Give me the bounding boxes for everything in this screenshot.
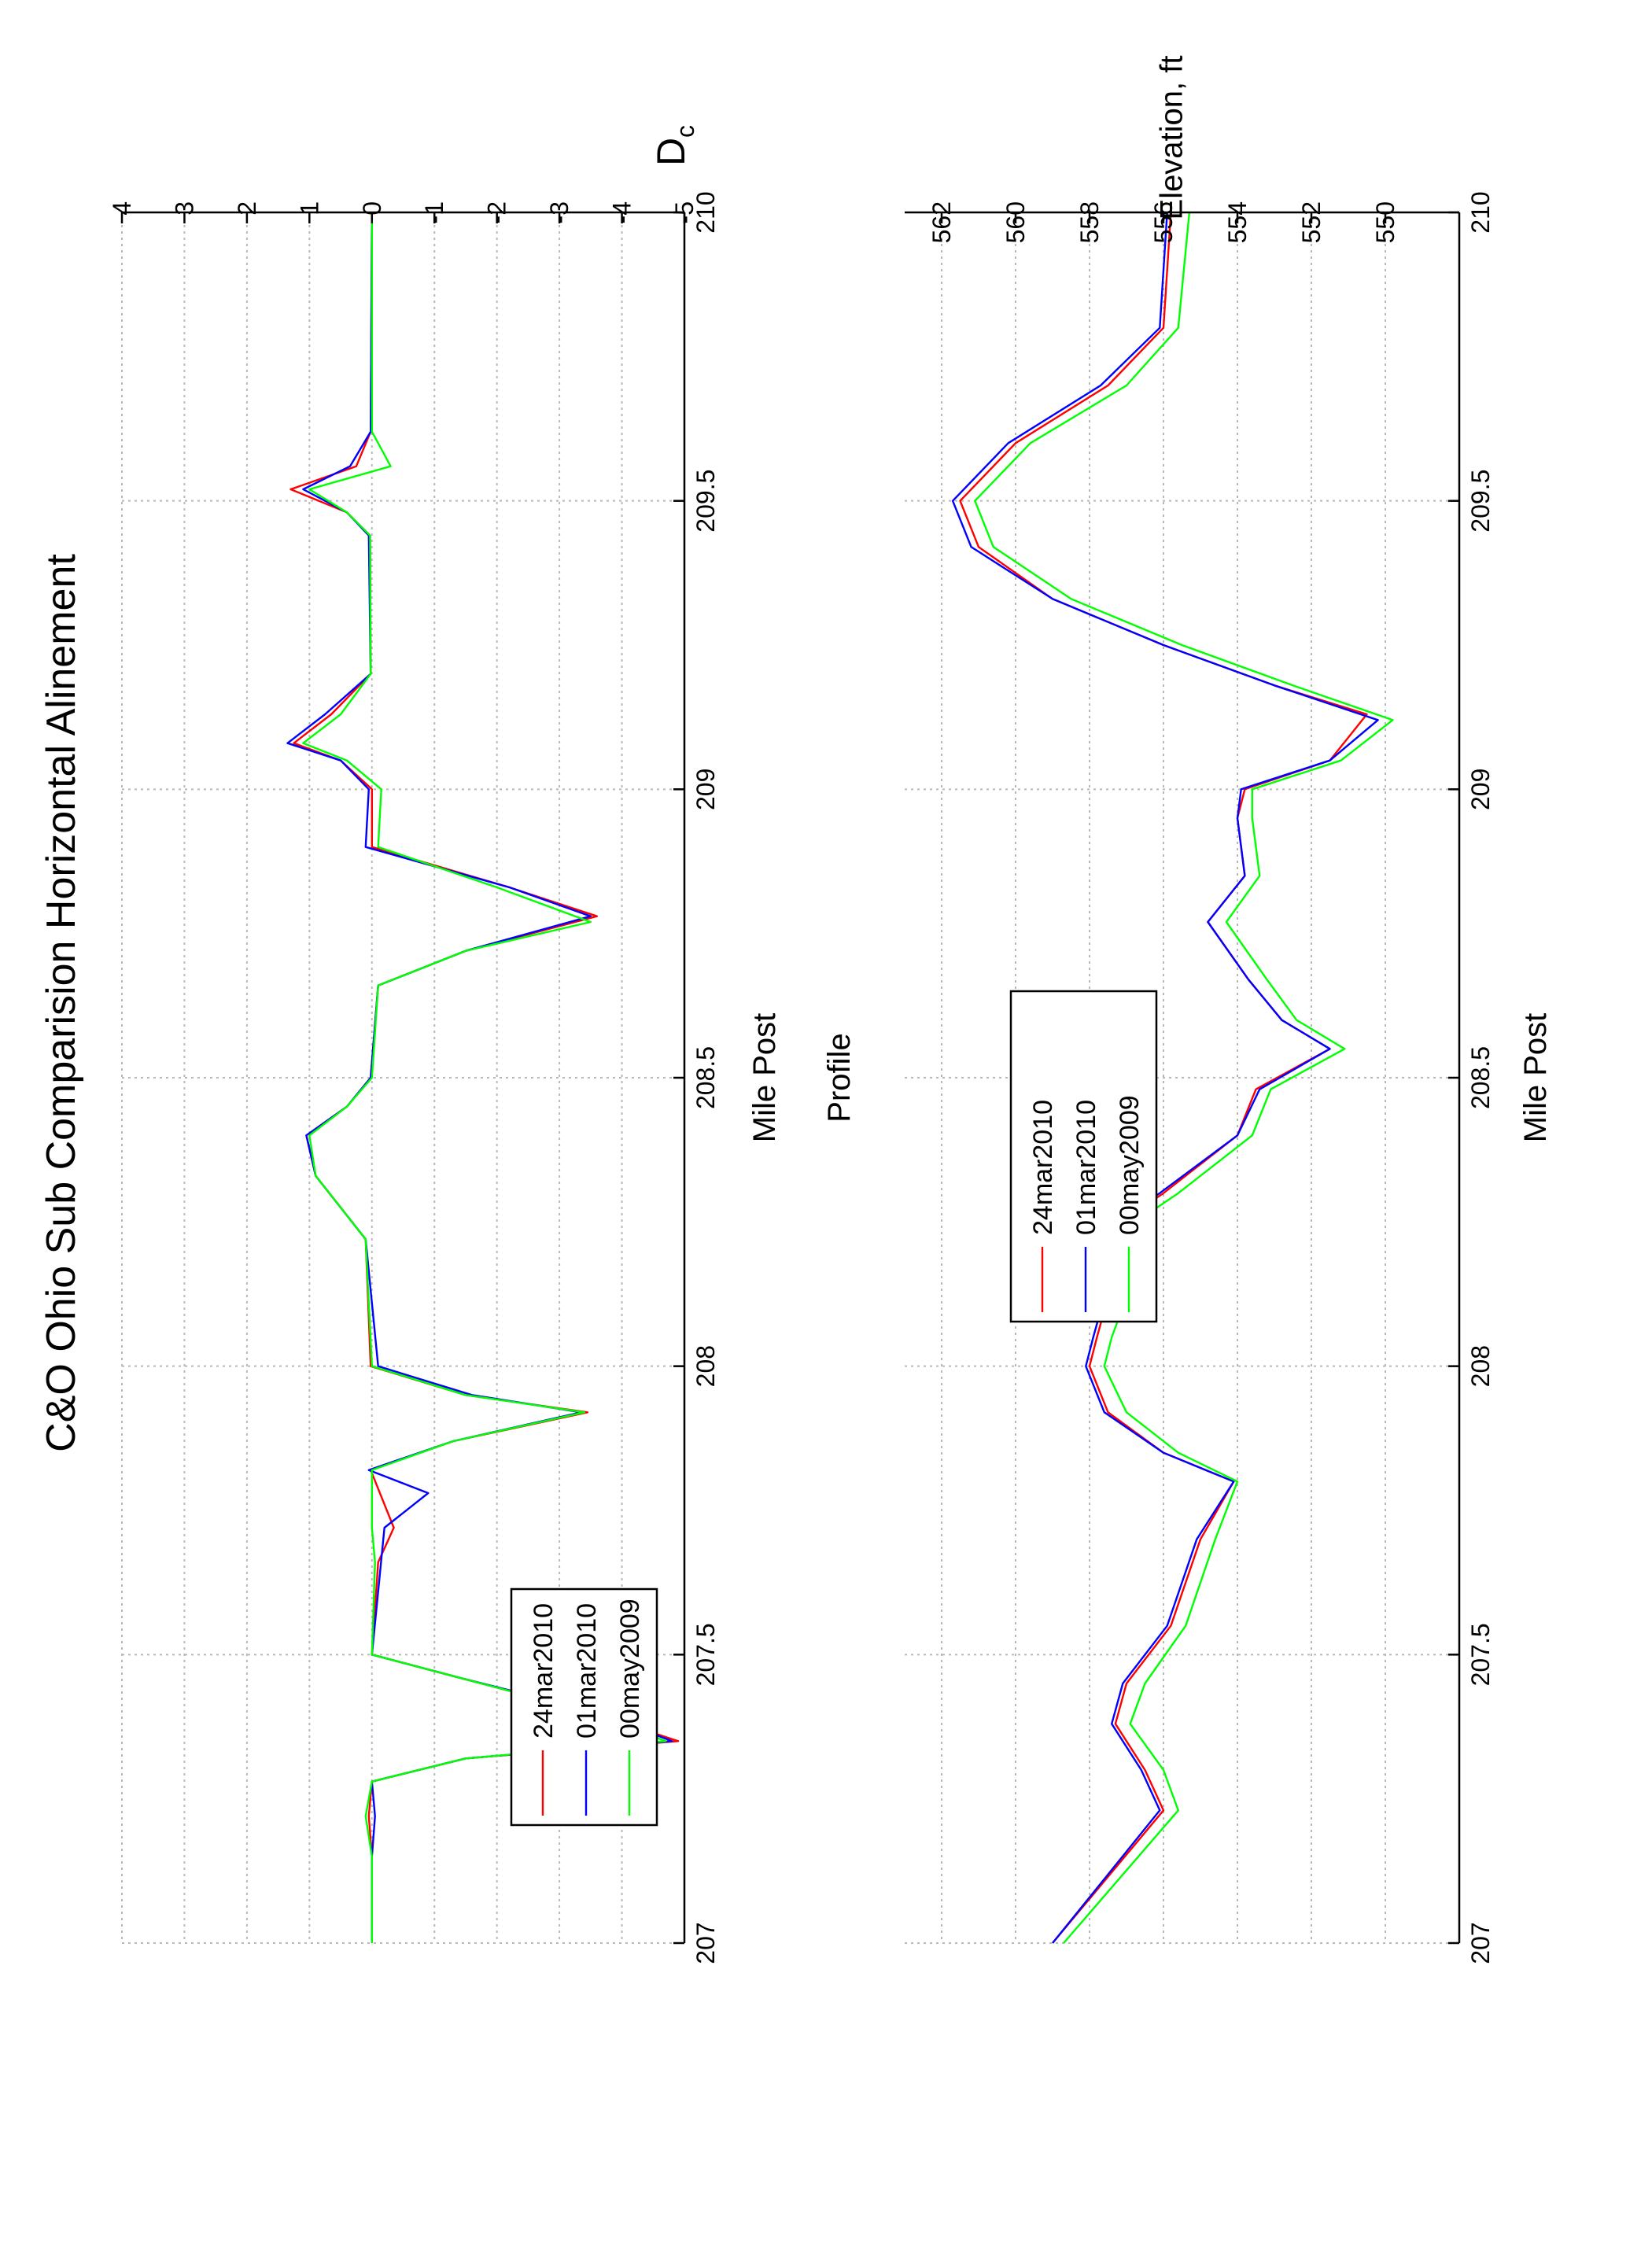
- x-tick-label: 209: [1466, 769, 1495, 810]
- profile-title: Profile: [822, 1033, 857, 1122]
- x-tick-label: 207.5: [1466, 1623, 1495, 1686]
- y-tick-label: -5: [670, 201, 699, 223]
- x-tick-label: 207: [1466, 1922, 1495, 1964]
- y-tick-label: 4: [108, 201, 136, 216]
- x-tick-label: 208.5: [691, 1046, 720, 1109]
- legend-box: [510, 1587, 658, 1827]
- y-tick-label: 556: [1149, 201, 1178, 243]
- legend-label: 24mar2010: [529, 1603, 559, 1739]
- legend-box: [1009, 990, 1158, 1323]
- series-line-00may2009: [974, 212, 1394, 1944]
- y-tick-label: -4: [608, 201, 636, 223]
- y-axis-label: Elevation, ft: [1155, 55, 1189, 219]
- y-tick-label: 554: [1223, 201, 1252, 243]
- y-tick-label: 550: [1371, 201, 1399, 243]
- y-axis-label: Dc: [649, 125, 699, 166]
- y-tick-label: -2: [483, 201, 511, 223]
- y-tick-label: 560: [1001, 201, 1030, 243]
- x-tick-label: 208.5: [1466, 1046, 1495, 1109]
- legend-label: 01mar2010: [1071, 1100, 1101, 1235]
- x-axis-label: Mile Post: [1518, 1013, 1553, 1143]
- x-tick-label: 207: [691, 1922, 720, 1964]
- y-tick-label: 558: [1075, 201, 1104, 243]
- x-tick-label: 207.5: [691, 1623, 720, 1686]
- legend-label: 24mar2010: [1028, 1100, 1058, 1235]
- legend-label: 01mar2010: [572, 1603, 602, 1739]
- x-axis-label: Mile Post: [747, 1013, 782, 1143]
- y-tick-label: 562: [927, 201, 956, 243]
- y-tick-label: 3: [170, 201, 198, 216]
- x-tick-label: 208: [691, 1345, 720, 1387]
- y-tick-label: 2: [233, 201, 261, 216]
- y-tick-label: -1: [420, 201, 448, 223]
- x-tick-label: 208: [1466, 1345, 1495, 1387]
- y-tick-label: -3: [545, 201, 573, 223]
- profile-plot: 210 209.5 209 208.5 208 207.5 207 562 560 558 556 5…: [822, 55, 1553, 1964]
- x-tick-label: 209: [691, 769, 720, 810]
- y-tick-label: 1: [295, 201, 323, 216]
- y-tick-label: 0: [358, 201, 386, 216]
- chart-title: C&O Ohio Sub Comparision Horizontal Alin…: [39, 554, 84, 1452]
- legend-label: 00may2009: [615, 1599, 645, 1739]
- y-tick-label: 552: [1297, 201, 1326, 243]
- legend-label: 00may2009: [1115, 1095, 1145, 1235]
- x-tick-label: 209.5: [691, 470, 720, 533]
- x-tick-label: 210: [691, 191, 720, 233]
- x-tick-label: 210: [1466, 191, 1495, 233]
- series-line-01mar2010: [951, 212, 1379, 1944]
- x-tick-label: 209.5: [1466, 470, 1495, 533]
